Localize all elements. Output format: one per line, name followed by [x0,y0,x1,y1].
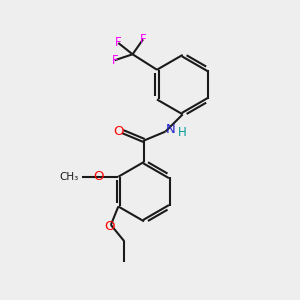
Text: O: O [93,170,104,183]
Text: F: F [140,33,146,46]
Text: H: H [178,126,187,139]
Text: O: O [104,220,115,233]
Text: F: F [115,37,122,50]
Text: CH₃: CH₃ [60,172,79,182]
Text: O: O [113,125,124,138]
Text: F: F [111,54,118,67]
Text: N: N [166,123,176,136]
